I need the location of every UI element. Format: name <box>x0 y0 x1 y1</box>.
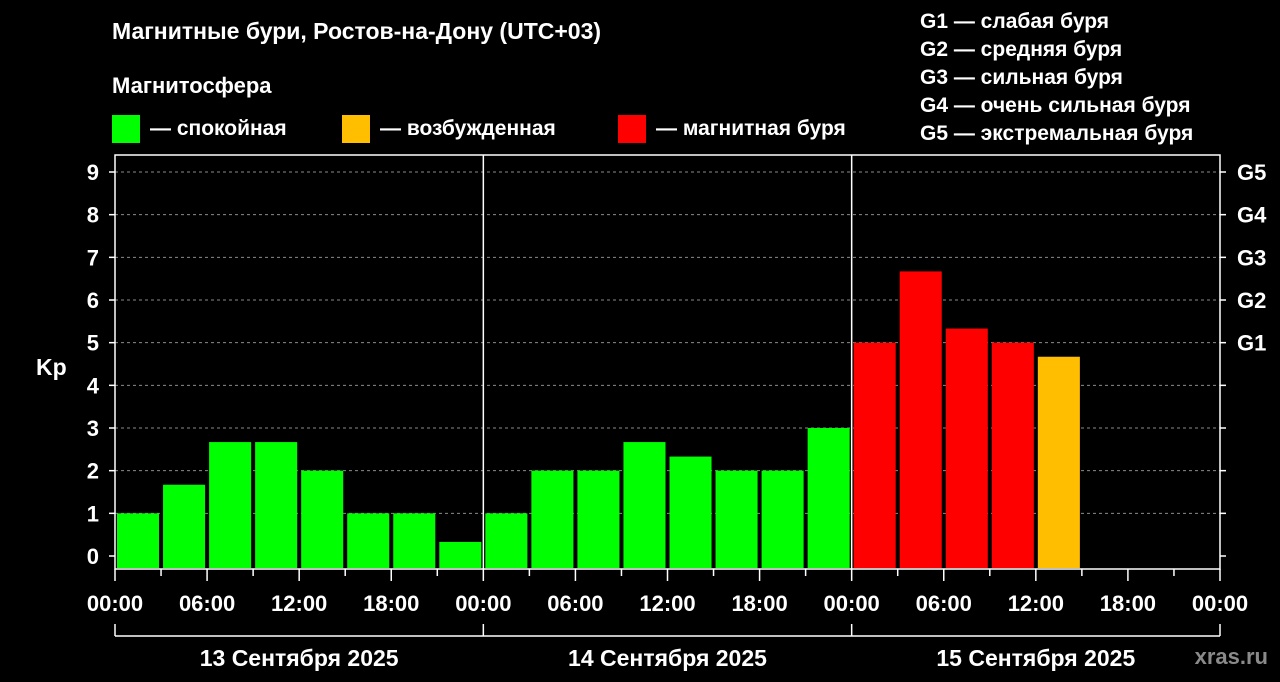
x-tick-label: 12:00 <box>1008 591 1064 616</box>
kp-bar <box>669 456 712 568</box>
y-tick-label: 8 <box>87 203 99 228</box>
legend-item-storm: — магнитная буря <box>618 115 846 143</box>
g-legend-g2: G2 — средняя буря <box>920 38 1123 61</box>
x-tick-label: 00:00 <box>455 591 511 616</box>
kp-bar <box>899 271 942 568</box>
kp-bar <box>301 470 344 568</box>
x-tick-label: 06:00 <box>916 591 972 616</box>
kp-bar <box>623 442 666 568</box>
y-tick-label: 7 <box>87 245 99 270</box>
y-tick-label: 6 <box>87 288 99 313</box>
x-tick-label: 06:00 <box>547 591 603 616</box>
day-label: 14 Сентября 2025 <box>568 645 767 671</box>
kp-bar <box>255 442 298 568</box>
x-tick-label: 00:00 <box>1192 591 1248 616</box>
legend-item-calm: — спокойная <box>112 115 287 143</box>
legend-swatch-excited <box>342 115 370 143</box>
x-tick-label: 18:00 <box>363 591 419 616</box>
y-tick-label: 0 <box>87 544 99 569</box>
y-tick-label: 1 <box>87 501 99 526</box>
kp-bar <box>1037 356 1080 568</box>
x-tick-label: 12:00 <box>639 591 695 616</box>
kp-bar <box>347 513 390 568</box>
y-axis-label: Kp <box>36 354 67 380</box>
kp-bar <box>807 428 850 568</box>
kp-bar <box>209 442 252 568</box>
legend-label-storm: — магнитная буря <box>656 117 846 140</box>
g-tick-label: G2 <box>1237 288 1266 313</box>
kp-bar <box>163 484 206 568</box>
kp-bar <box>761 470 804 568</box>
day-label: 13 Сентября 2025 <box>200 645 399 671</box>
kp-bar <box>991 342 1034 568</box>
legend-label-calm: — спокойная <box>150 117 287 140</box>
kp-bar <box>577 470 620 568</box>
x-tick-label: 18:00 <box>731 591 787 616</box>
g-tick-label: G4 <box>1237 203 1267 228</box>
legend-subtitle: Магнитосфера <box>112 73 272 98</box>
g-tick-label: G5 <box>1237 160 1266 185</box>
y-tick-label: 5 <box>87 331 99 356</box>
g-legend-g5: G5 — экстремальная буря <box>920 122 1194 145</box>
y-tick-label: 9 <box>87 160 99 185</box>
x-tick-label: 06:00 <box>179 591 235 616</box>
g-legend-g3: G3 — сильная буря <box>920 66 1123 89</box>
watermark: xras.ru <box>1194 644 1268 669</box>
legend-swatch-storm <box>618 115 646 143</box>
kp-bar <box>715 470 758 568</box>
kp-bar <box>485 513 528 568</box>
g-legend-g1: G1 — слабая буря <box>920 10 1110 33</box>
kp-bar <box>117 513 160 568</box>
kp-bar <box>393 513 436 568</box>
kp-bar <box>945 328 988 568</box>
y-tick-label: 2 <box>87 459 99 484</box>
kp-bar <box>439 541 482 568</box>
g-legend-g4: G4 — очень сильная буря <box>920 94 1191 117</box>
x-tick-label: 18:00 <box>1100 591 1156 616</box>
legend-swatch-calm <box>112 115 140 143</box>
x-tick-label: 12:00 <box>271 591 327 616</box>
g-tick-label: G3 <box>1237 245 1266 270</box>
x-tick-label: 00:00 <box>87 591 143 616</box>
day-label: 15 Сентября 2025 <box>936 645 1135 671</box>
legend-label-excited: — возбужденная <box>380 117 556 140</box>
chart-title: Магнитные бури, Ростов-на-Дону (UTC+03) <box>112 18 602 44</box>
kp-bar <box>531 470 574 568</box>
y-tick-label: 4 <box>87 373 100 398</box>
y-tick-label: 3 <box>87 416 99 441</box>
legend-item-excited: — возбужденная <box>342 115 556 143</box>
g-tick-label: G1 <box>1237 331 1266 356</box>
kp-bar <box>853 342 896 568</box>
x-tick-label: 00:00 <box>824 591 880 616</box>
